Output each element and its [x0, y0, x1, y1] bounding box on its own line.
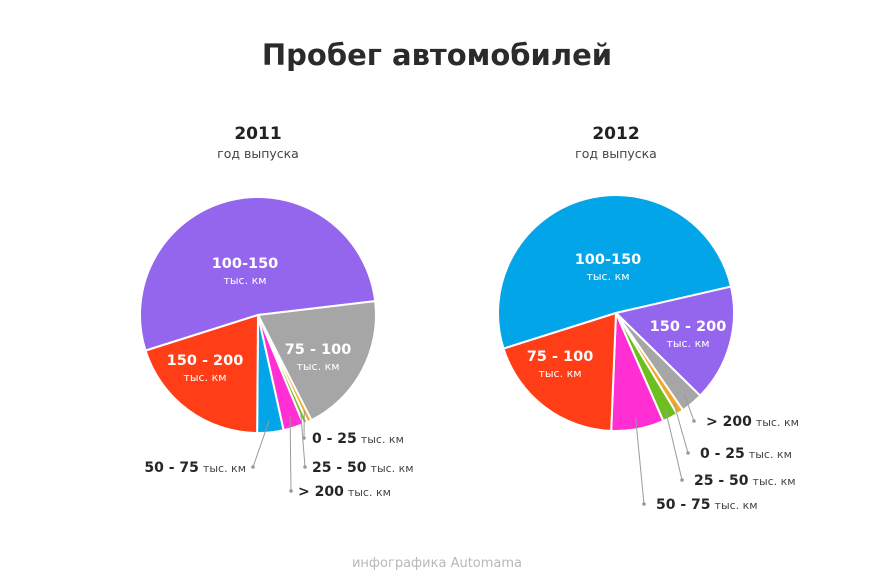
slice-label: 75 - 100 [527, 349, 594, 365]
leader-dot [642, 502, 646, 506]
slice-label: 100-150 [575, 252, 642, 268]
slice-label-value: 25 - 50 [312, 460, 367, 476]
chart-title: 2011 [234, 124, 281, 144]
leader-dot [686, 451, 690, 455]
pie-chart-2011: 2011 год выпуска 100-150 тыс. км 75 - 100 тыс… [139, 124, 414, 500]
leader-dot [251, 465, 255, 469]
slice-label-unit: тыс. км [715, 499, 758, 512]
chart-subtitle: год выпуска [217, 146, 299, 161]
slice-label: 0 - 25 тыс. км [700, 446, 792, 462]
slice-label-value: > 200 [706, 414, 752, 430]
slice-label-value: 0 - 25 [700, 446, 745, 462]
slice-label: 100-150 [212, 256, 279, 272]
leader-line [252, 420, 270, 468]
slice-label-value: 0 - 25 [312, 431, 357, 447]
slice-unit: тыс. км [586, 270, 629, 283]
slice-label-unit: тыс. км [749, 448, 792, 461]
chart-subtitle: год выпуска [575, 146, 657, 161]
slice-label-unit: тыс. км [371, 462, 414, 475]
slice-label-unit: тыс. км [348, 486, 391, 499]
footer-credit: инфографика Automama [351, 556, 523, 571]
pie-chart-2012: 2012 год выпуска 100-150 тыс. км 150 - 200 ты… [497, 124, 799, 513]
leader-dot [692, 419, 696, 423]
slice-label-unit: тыс. км [756, 416, 799, 429]
leader-dot [289, 489, 293, 493]
page-title: Пробег автомобилей [261, 38, 613, 72]
slice-label: 50 - 75 тыс. км [144, 460, 246, 476]
slice-unit: тыс. км [538, 367, 581, 380]
slice-label: 25 - 50 тыс. км [694, 473, 796, 489]
slice-label: > 200 тыс. км [706, 414, 799, 430]
chart-title: 2012 [592, 124, 639, 144]
pie-slice [502, 312, 617, 432]
pie-slice [615, 285, 735, 397]
leader-dot [680, 478, 684, 482]
slice-label: 0 - 25 тыс. км [312, 431, 404, 447]
slice-label: 150 - 200 [167, 353, 244, 369]
slice-label: 25 - 50 тыс. км [312, 460, 414, 476]
slice-unit: тыс. км [223, 274, 266, 287]
leader-line [300, 412, 306, 468]
pie-slice [497, 194, 732, 350]
slice-label-unit: тыс. км [753, 475, 796, 488]
leader-line [289, 416, 292, 492]
slice-unit: тыс. км [183, 371, 226, 384]
pie-slice [139, 196, 377, 352]
leader-line [683, 394, 695, 422]
slice-label-value: 25 - 50 [694, 473, 749, 489]
slice-label: 75 - 100 [285, 342, 352, 358]
slice-label-value: 50 - 75 [656, 497, 711, 513]
slice-unit: тыс. км [296, 360, 339, 373]
slice-label-unit: тыс. км [361, 433, 404, 446]
slice-unit: тыс. км [666, 337, 709, 350]
slice-label-value: > 200 [298, 484, 344, 500]
slice-label: 150 - 200 [650, 319, 727, 335]
slice-label-value: 50 - 75 [144, 460, 199, 476]
leader-dot [303, 465, 307, 469]
slice-label: 50 - 75 тыс. км [656, 497, 758, 513]
leader-line [635, 417, 645, 505]
slice-label: > 200 тыс. км [298, 484, 391, 500]
pie-slice [257, 300, 377, 422]
slice-label-unit: тыс. км [203, 462, 246, 475]
leader-line [664, 407, 683, 481]
pie-slice [144, 314, 259, 434]
leader-line [673, 402, 689, 454]
